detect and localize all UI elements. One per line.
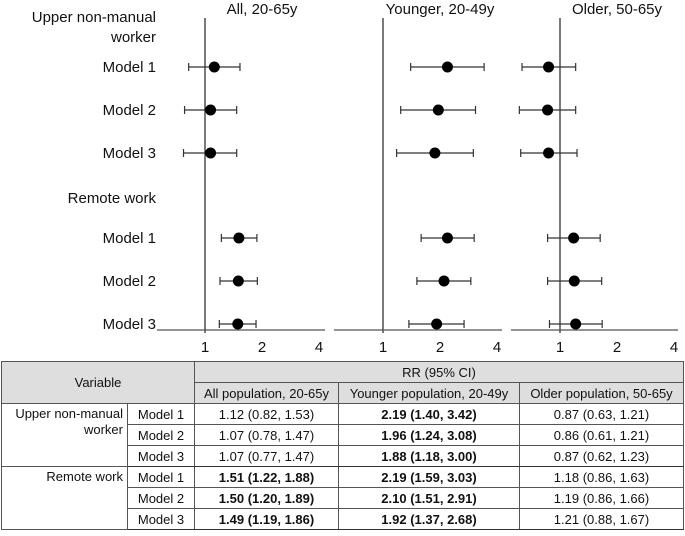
- point-estimate: [205, 104, 217, 116]
- row-label: Model 3: [103, 316, 156, 333]
- row-label: Model 1: [103, 230, 156, 247]
- rr-cell: 0.87 (0.62, 1.23): [519, 445, 684, 467]
- x-tick-label: 4: [493, 339, 501, 356]
- point-estimate: [232, 275, 244, 287]
- rr-cell: 2.10 (1.51, 2.91): [338, 487, 520, 509]
- rr-cell: 1.50 (1.20, 1.89): [194, 487, 339, 509]
- model-cell: Model 1: [127, 466, 195, 488]
- panel-title: All, 20-65y: [227, 1, 298, 18]
- x-tick-label: 2: [258, 339, 266, 356]
- model-cell: Model 1: [127, 403, 195, 425]
- x-tick-label: 1: [201, 339, 209, 356]
- panel-title: Younger, 20-49y: [386, 1, 495, 18]
- variable-cell: Remote work: [1, 466, 128, 530]
- rr-cell: 0.87 (0.63, 1.21): [519, 403, 684, 425]
- row-label: Model 2: [103, 102, 156, 119]
- point-estimate: [568, 275, 580, 287]
- rr-cell: 1.21 (0.88, 1.67): [519, 508, 684, 530]
- col-header-younger: Younger population, 20-49y: [338, 382, 520, 404]
- x-tick-label: 1: [379, 339, 387, 356]
- rr-table: Variable RR (95% CI) All population, 20-…: [1, 361, 684, 530]
- point-estimate: [543, 61, 555, 73]
- panel-title: Older, 50-65y: [572, 1, 663, 18]
- rr-cell: 2.19 (1.40, 3.42): [338, 403, 520, 425]
- table-row: Upper non-manual worker Model 1 1.12 (0.82…: [1, 403, 684, 467]
- point-estimate: [233, 232, 245, 244]
- point-estimate: [232, 318, 244, 330]
- rr-header: RR (95% CI): [194, 361, 684, 383]
- model-cell: Model 3: [127, 445, 195, 467]
- rr-cell: 1.07 (0.77, 1.47): [194, 445, 339, 467]
- row-label: Model 2: [103, 273, 156, 290]
- table-row: Remote work Model 1 1.51 (1.22, 1.88) 2.19 …: [1, 466, 684, 530]
- group-label: Remote work: [68, 190, 157, 207]
- rr-cell: 1.19 (0.86, 1.66): [519, 487, 684, 509]
- point-estimate: [205, 147, 217, 159]
- x-tick-label: 1: [556, 339, 564, 356]
- point-estimate: [543, 147, 555, 159]
- point-estimate: [429, 147, 441, 159]
- point-estimate: [441, 61, 453, 73]
- point-estimate: [431, 318, 443, 330]
- model-cell: Model 2: [127, 424, 195, 446]
- model-cell: Model 3: [127, 508, 195, 530]
- x-tick-label: 4: [670, 339, 678, 356]
- col-header-all: All population, 20-65y: [194, 382, 339, 404]
- rr-cell: 1.12 (0.82, 1.53): [194, 403, 339, 425]
- x-tick-label: 2: [613, 339, 621, 356]
- col-header-older: Older population, 50-65y: [519, 382, 684, 404]
- rr-cell: 1.49 (1.19, 1.86): [194, 508, 339, 530]
- point-estimate: [542, 104, 554, 116]
- rr-cell: 0.86 (0.61, 1.21): [519, 424, 684, 446]
- variable-header: Variable: [1, 361, 195, 404]
- point-estimate: [568, 232, 580, 244]
- group-label: worker: [110, 29, 156, 46]
- table-row: Model 3 1.49 (1.19, 1.86) 1.92 (1.37, 2.68…: [2, 508, 684, 530]
- forest-plot: Upper non-manual worker Model 1 Model 2 Mode…: [32, 1, 678, 356]
- row-label: Model 3: [103, 145, 156, 162]
- point-estimate: [438, 275, 450, 287]
- rr-cell: 1.96 (1.24, 3.08): [338, 424, 520, 446]
- rr-cell: 2.19 (1.59, 3.03): [338, 466, 520, 488]
- rr-cell: 1.88 (1.18, 3.00): [338, 445, 520, 467]
- point-estimate: [441, 232, 453, 244]
- point-estimate: [208, 61, 220, 73]
- rr-cell: 1.07 (0.78, 1.47): [194, 424, 339, 446]
- rr-cell: 1.18 (0.86, 1.63): [519, 466, 684, 488]
- table-row: Model 2 1.50 (1.20, 1.89) 2.10 (1.51, 2.91…: [2, 487, 684, 509]
- model-cell: Model 2: [127, 487, 195, 509]
- rr-cell: 1.92 (1.37, 2.68): [338, 508, 520, 530]
- row-label: Model 1: [103, 59, 156, 76]
- point-estimate: [570, 318, 582, 330]
- variable-cell: Upper non-manual worker: [1, 403, 128, 467]
- rr-cell: 1.51 (1.22, 1.88): [194, 466, 339, 488]
- group-label: Upper non-manual: [32, 9, 156, 26]
- x-tick-label: 2: [436, 339, 444, 356]
- point-estimate: [432, 104, 444, 116]
- x-tick-label: 4: [315, 339, 323, 356]
